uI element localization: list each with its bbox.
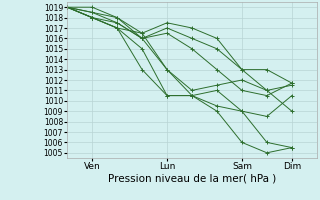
X-axis label: Pression niveau de la mer( hPa ): Pression niveau de la mer( hPa ): [108, 174, 276, 184]
